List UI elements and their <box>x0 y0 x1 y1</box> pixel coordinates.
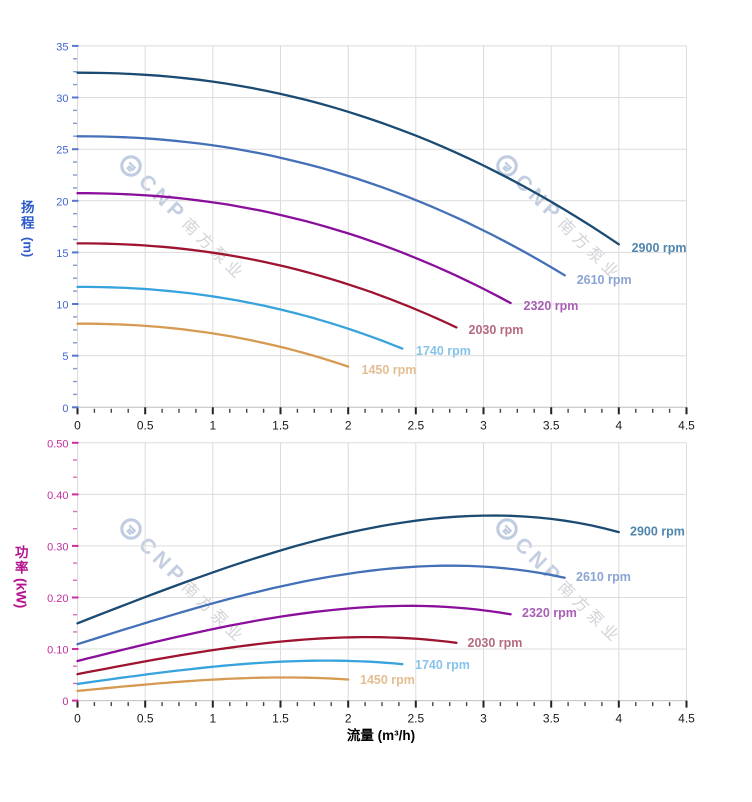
svg-text:2610 rpm: 2610 rpm <box>576 570 631 584</box>
svg-text:率: 率 <box>15 560 29 576</box>
svg-text:1.5: 1.5 <box>272 418 289 432</box>
svg-text:1.5: 1.5 <box>272 711 289 725</box>
svg-text:20: 20 <box>56 196 68 208</box>
svg-text:2900 rpm: 2900 rpm <box>630 525 685 539</box>
svg-text:4.5: 4.5 <box>678 711 695 725</box>
svg-text:0: 0 <box>62 403 68 415</box>
svg-text:3: 3 <box>480 418 487 432</box>
svg-text:4.5: 4.5 <box>678 418 695 432</box>
svg-text:2900 rpm: 2900 rpm <box>632 241 687 255</box>
svg-text:程: 程 <box>21 216 35 231</box>
svg-text:0: 0 <box>62 696 68 708</box>
svg-text:(kW): (kW) <box>14 578 30 608</box>
svg-text:2030 rpm: 2030 rpm <box>469 323 524 337</box>
svg-text:0.50: 0.50 <box>47 438 68 450</box>
svg-text:2.5: 2.5 <box>407 711 424 725</box>
svg-text:35: 35 <box>56 41 68 53</box>
svg-text:25: 25 <box>56 145 68 157</box>
svg-text:2.5: 2.5 <box>407 418 424 432</box>
svg-text:0.20: 0.20 <box>47 593 68 605</box>
svg-text:1740 rpm: 1740 rpm <box>415 658 470 672</box>
svg-text:0: 0 <box>74 418 81 432</box>
svg-text:0.40: 0.40 <box>47 490 68 502</box>
svg-text:2320 rpm: 2320 rpm <box>522 606 577 620</box>
svg-text:3.5: 3.5 <box>543 418 560 432</box>
svg-text:功: 功 <box>15 545 29 560</box>
svg-text:流量 (m³/h): 流量 (m³/h) <box>347 727 415 743</box>
svg-text:2030 rpm: 2030 rpm <box>468 636 523 650</box>
svg-text:2: 2 <box>345 711 352 725</box>
svg-text:1: 1 <box>209 711 216 725</box>
svg-text:1450 rpm: 1450 rpm <box>360 673 415 687</box>
svg-text:2610 rpm: 2610 rpm <box>577 273 632 287</box>
svg-text:5: 5 <box>62 351 68 363</box>
svg-text:0: 0 <box>74 711 81 725</box>
svg-text:0.5: 0.5 <box>137 418 154 432</box>
svg-text:1450 rpm: 1450 rpm <box>362 363 417 377</box>
svg-text:0.30: 0.30 <box>47 541 68 553</box>
svg-text:0.10: 0.10 <box>47 645 68 657</box>
svg-text:2320 rpm: 2320 rpm <box>524 299 579 313</box>
svg-text:1: 1 <box>209 418 216 432</box>
svg-text:15: 15 <box>56 248 68 260</box>
svg-text:3.5: 3.5 <box>543 711 560 725</box>
svg-text:4: 4 <box>615 418 622 432</box>
svg-text:30: 30 <box>56 93 68 105</box>
svg-text:扬: 扬 <box>21 199 35 215</box>
svg-text:0.5: 0.5 <box>137 711 154 725</box>
svg-text:(m): (m) <box>21 237 36 257</box>
svg-text:10: 10 <box>56 300 68 312</box>
svg-text:4: 4 <box>615 711 622 725</box>
svg-text:3: 3 <box>480 711 487 725</box>
svg-text:2: 2 <box>345 418 352 432</box>
svg-text:1740 rpm: 1740 rpm <box>416 344 471 358</box>
